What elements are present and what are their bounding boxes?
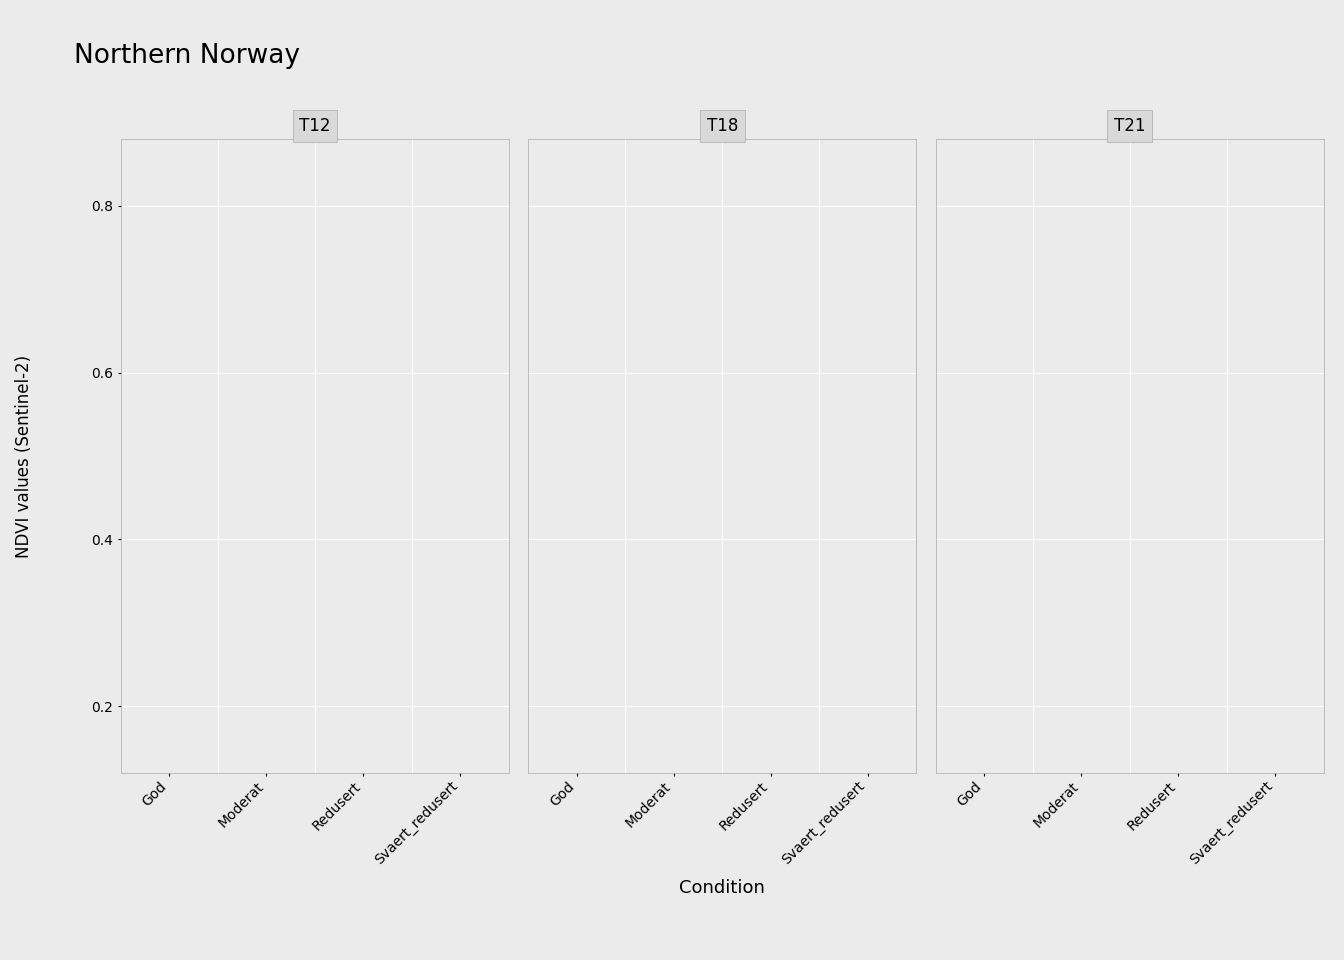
Title: T21: T21 — [1114, 117, 1145, 134]
Title: T12: T12 — [300, 117, 331, 134]
Text: NDVI values (Sentinel-2): NDVI values (Sentinel-2) — [15, 354, 34, 558]
Title: T18: T18 — [707, 117, 738, 134]
Text: Northern Norway: Northern Norway — [74, 43, 300, 69]
Text: Condition: Condition — [679, 879, 765, 897]
